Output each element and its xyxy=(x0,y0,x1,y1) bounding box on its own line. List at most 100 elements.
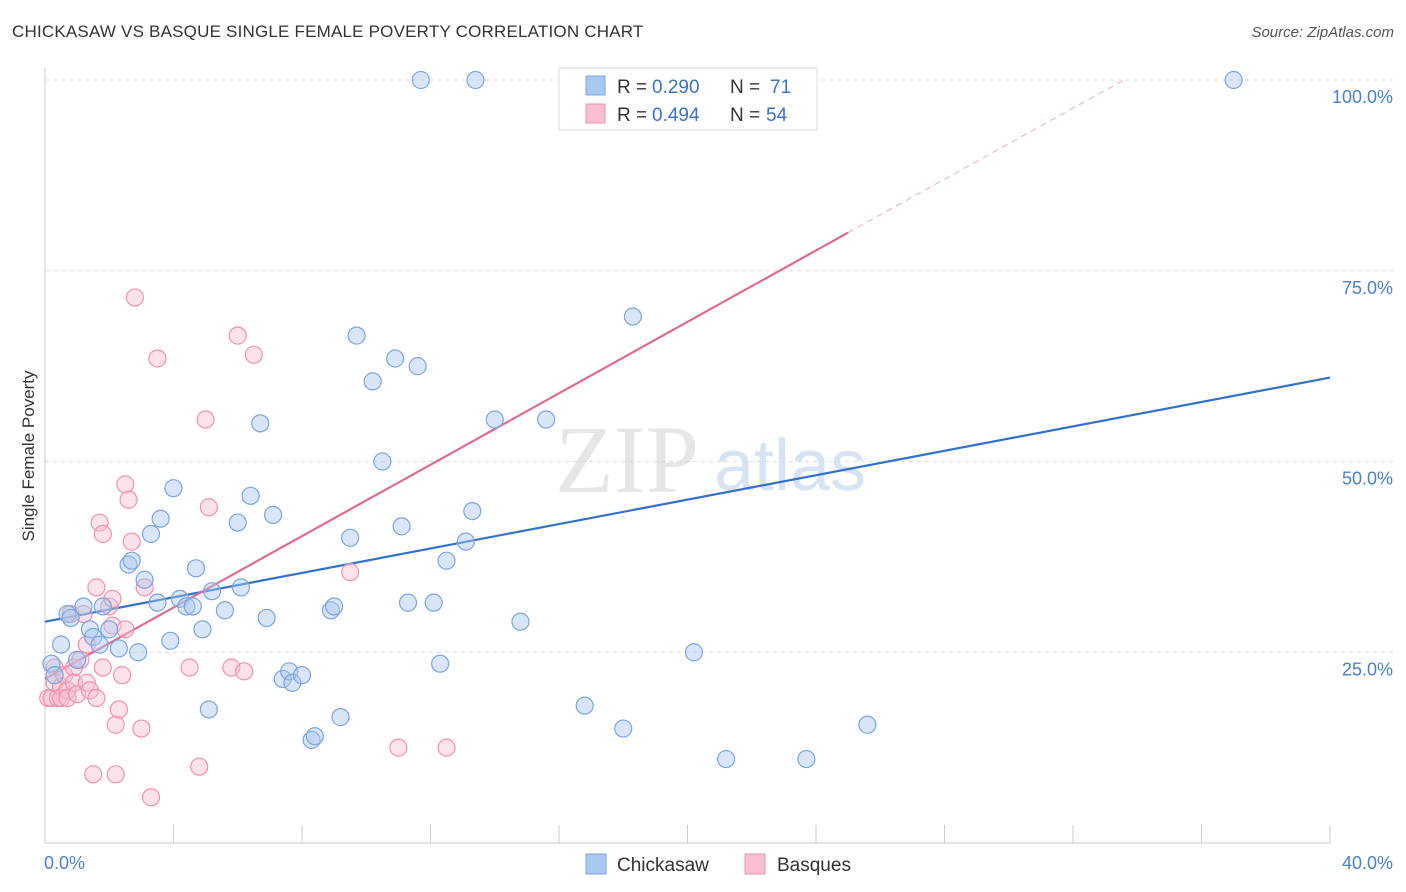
y-tick-label-0: 25.0% xyxy=(1342,659,1393,679)
point-chickasaw-29 xyxy=(215,601,234,620)
point-chickasaw-61 xyxy=(511,612,530,631)
point-chickasaw-6 xyxy=(74,597,93,616)
point-chickasaw-66 xyxy=(684,643,704,662)
point-chickasaw-30 xyxy=(228,513,247,532)
point-chickasaw-17 xyxy=(141,524,161,544)
point-basques-18 xyxy=(80,681,100,700)
y-axis-label: Single Female Poverty xyxy=(19,370,38,542)
point-chickasaw-47 xyxy=(363,372,382,391)
series-legend-swatch-chickasaw xyxy=(585,853,607,875)
point-basques-39 xyxy=(141,788,161,807)
legend-n-label-basques: N = xyxy=(730,105,760,126)
point-chickasaw-24 xyxy=(183,597,202,616)
point-chickasaw-62 xyxy=(537,410,556,429)
watermark-zip: ZIP xyxy=(555,406,699,513)
point-chickasaw-31 xyxy=(231,578,251,597)
point-basques-20 xyxy=(87,688,106,708)
point-basques-9 xyxy=(58,688,77,708)
point-basques-29 xyxy=(106,715,125,734)
tick-labels: 25.0% 50.0% 75.0% 100.0% 0.0% 40.0% xyxy=(44,87,1393,873)
point-chickasaw-39 xyxy=(292,666,312,685)
point-basques-40 xyxy=(148,349,167,368)
legend-r-label-chickasaw: R = xyxy=(617,77,647,98)
legend-swatch-chickasaw xyxy=(585,75,606,96)
trend-line-basques xyxy=(44,231,849,680)
point-chickasaw-9 xyxy=(90,635,109,654)
point-chickasaw-20 xyxy=(161,631,180,650)
point-chickasaw-67 xyxy=(716,749,736,769)
point-chickasaw-52 xyxy=(408,357,427,376)
axes xyxy=(44,68,1331,844)
point-basques-8 xyxy=(58,681,77,700)
source-note: Source: ZipAtlas.com xyxy=(1251,24,1394,41)
point-basques-42 xyxy=(190,757,209,776)
point-basques-23 xyxy=(93,658,112,677)
point-basques-16 xyxy=(77,635,96,654)
point-chickasaw-10 xyxy=(93,597,112,616)
point-chickasaw-38 xyxy=(283,673,302,692)
point-basques-7 xyxy=(55,666,74,685)
point-basques-34 xyxy=(119,490,138,509)
legend-r-value-chickasaw: 0.290 xyxy=(652,77,700,98)
point-chickasaw-44 xyxy=(331,708,350,727)
point-chickasaw-19 xyxy=(151,509,170,528)
point-chickasaw-59 xyxy=(466,70,485,90)
point-chickasaw-65 xyxy=(623,307,642,326)
point-chickasaw-69 xyxy=(858,715,877,734)
point-chickasaw-21 xyxy=(164,479,183,498)
point-basques-27 xyxy=(103,589,122,608)
point-chickasaw-15 xyxy=(129,643,148,662)
point-chickasaw-55 xyxy=(431,654,450,673)
point-chickasaw-57 xyxy=(456,532,475,551)
point-basques-43 xyxy=(196,410,215,429)
point-chickasaw-53 xyxy=(411,70,430,90)
x-tick-label-1: 40.0% xyxy=(1342,853,1393,873)
point-basques-21 xyxy=(87,578,106,597)
data-points xyxy=(39,70,1243,807)
point-chickasaw-0 xyxy=(42,654,61,673)
point-basques-30 xyxy=(109,700,128,719)
y-tick-label-2: 75.0% xyxy=(1342,278,1393,298)
legend-n-label-chickasaw: N = xyxy=(730,77,760,98)
point-chickasaw-23 xyxy=(177,597,196,616)
point-basques-32 xyxy=(116,475,135,494)
point-chickasaw-56 xyxy=(437,551,456,570)
point-chickasaw-16 xyxy=(135,570,154,589)
point-chickasaw-25 xyxy=(186,559,206,578)
point-chickasaw-46 xyxy=(347,326,366,345)
legend-r-label-basques: R = xyxy=(617,105,647,126)
x-tick-label-0: 0.0% xyxy=(44,853,85,873)
point-basques-19 xyxy=(84,765,103,784)
point-chickasaw-28 xyxy=(202,582,222,601)
point-chickasaw-45 xyxy=(341,528,360,547)
series-legend-label-chickasaw: Chickasaw xyxy=(617,855,709,876)
point-basques-28 xyxy=(106,765,125,784)
point-basques-12 xyxy=(64,673,84,692)
point-basques-31 xyxy=(112,666,132,685)
point-chickasaw-32 xyxy=(241,486,260,505)
point-chickasaw-5 xyxy=(68,650,87,669)
watermark: ZIP atlas xyxy=(555,406,866,513)
point-chickasaw-26 xyxy=(193,620,212,639)
trend-extension-basques xyxy=(847,79,1125,234)
legend-n-value-basques: 54 xyxy=(766,105,788,126)
point-chickasaw-36 xyxy=(273,669,292,689)
point-chickasaw-33 xyxy=(251,414,270,433)
point-basques-50 xyxy=(389,738,408,757)
point-chickasaw-35 xyxy=(263,505,283,525)
trend-lines xyxy=(44,79,1331,680)
series-legend: Chickasaw Basques xyxy=(585,853,851,876)
point-basques-37 xyxy=(132,719,151,738)
legend-r-value-basques: 0.494 xyxy=(652,105,700,126)
point-chickasaw-50 xyxy=(392,517,411,536)
chart-title: CHICKASAW VS BASQUE SINGLE FEMALE POVERT… xyxy=(12,22,644,41)
point-basques-22 xyxy=(90,513,109,532)
point-basques-35 xyxy=(122,532,141,551)
point-chickasaw-64 xyxy=(614,719,633,738)
point-basques-33 xyxy=(116,620,135,639)
point-chickasaw-8 xyxy=(84,627,103,647)
legend-swatch-basques xyxy=(585,103,606,124)
point-basques-48 xyxy=(244,345,263,364)
watermark-atlas: atlas xyxy=(714,426,866,506)
